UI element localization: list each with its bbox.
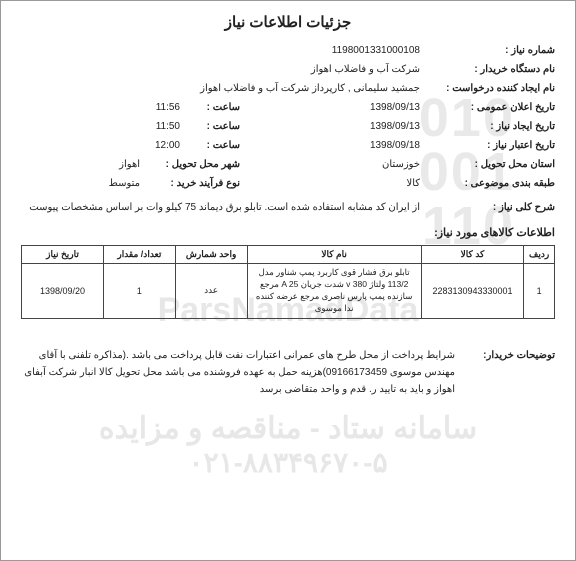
buyer-note-value: شرایط پرداخت از محل طرح های عمرانی اعتبا… — [21, 347, 455, 398]
cell-qty: 1 — [104, 264, 176, 319]
buyer-label: نام دستگاه خریدار : — [420, 60, 555, 79]
subject-value: کالا — [240, 174, 420, 193]
create-time-value: 11:50 — [21, 117, 180, 136]
create-date-label: تاریخ ایجاد نیاز : — [420, 117, 555, 136]
valid-time-label: ساعت : — [180, 136, 240, 155]
page-title: جزئیات اطلاعات نیاز — [21, 13, 555, 31]
valid-time-value: 12:00 — [21, 136, 180, 155]
overview-value: از ایران کد مشابه استفاده شده است. تابلو… — [21, 199, 420, 216]
hdr-unit: واحد شمارش — [175, 246, 247, 264]
hdr-code: کد کالا — [421, 246, 524, 264]
cell-code: 2283130943330001 — [421, 264, 524, 319]
city-label: شهر محل تحویل : — [140, 155, 240, 174]
requester-label: نام ایجاد کننده درخواست : — [420, 79, 555, 98]
hdr-due: تاریخ نیاز — [22, 246, 104, 264]
cell-unit: عدد — [175, 264, 247, 319]
items-header-row: ردیف کد کالا نام کالا واحد شمارش تعداد/ … — [22, 246, 555, 264]
valid-date-value: 1398/09/18 — [240, 136, 420, 155]
city-value: اهواز — [21, 155, 140, 174]
hdr-idx: ردیف — [524, 246, 555, 264]
hdr-qty: تعداد/ مقدار — [104, 246, 176, 264]
process-value: متوسط — [21, 174, 140, 193]
items-section-title: اطلاعات کالاهای مورد نیاز: — [21, 226, 555, 239]
valid-date-label: تاریخ اعتبار نیاز : — [420, 136, 555, 155]
cell-idx: 1 — [524, 264, 555, 319]
process-label: نوع فرآیند خرید : — [140, 174, 240, 193]
watermark-slogan-line2: ۰۲۱-۸۸۳۴۹۶۷۰-۵ — [41, 446, 535, 479]
pub-time-label: ساعت : — [180, 98, 240, 117]
need-no-value: 1198001331000108 — [240, 41, 420, 60]
buyer-note-label: توضیحات خریدار: — [455, 347, 555, 398]
subject-label: طبقه بندی موضوعی : — [420, 174, 555, 193]
pub-time-value: 11:56 — [21, 98, 180, 117]
cell-due: 1398/09/20 — [22, 264, 104, 319]
hdr-name: نام کالا — [247, 246, 421, 264]
table-row: 1 2283130943330001 تابلو برق فشار قوی کا… — [22, 264, 555, 319]
buyer-value: شرکت آب و فاضلاب اهواز — [21, 60, 420, 79]
overview-label: شرح کلی نیاز : — [420, 199, 555, 216]
pub-date-value: 1398/09/13 — [240, 98, 420, 117]
watermark-slogan: سامانه ستاد - مناقصه و مزایده ۰۲۱-۸۸۳۴۹۶… — [41, 411, 535, 479]
create-date-value: 1398/09/13 — [240, 117, 420, 136]
requester-value: جمشید سلیمانی , کارپرداز شرکت آب و فاضلا… — [21, 79, 420, 98]
pub-date-label: تاریخ اعلان عمومی : — [420, 98, 555, 117]
cell-name: تابلو برق فشار قوی کاربرد پمپ شناور مدل … — [247, 264, 421, 319]
province-label: استان محل تحویل : — [420, 155, 555, 174]
watermark-slogan-line1: سامانه ستاد - مناقصه و مزایده — [41, 411, 535, 446]
need-no-label: شماره نیاز : — [420, 41, 555, 60]
create-time-label: ساعت : — [180, 117, 240, 136]
items-table: ردیف کد کالا نام کالا واحد شمارش تعداد/ … — [21, 245, 555, 319]
province-value: خوزستان — [240, 155, 420, 174]
